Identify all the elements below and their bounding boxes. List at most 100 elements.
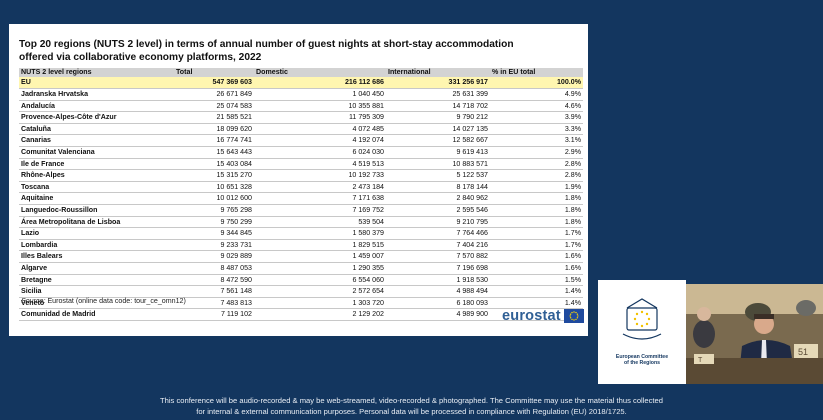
table-row: Lombardia 9 233 731 1 829 515 7 404 216 1.7%	[19, 239, 583, 252]
source-note: Source: Eurostat (online data code: tour…	[21, 297, 186, 305]
table-row: Illes Balears 9 029 889 1 459 007 7 570 882…	[19, 250, 583, 263]
cell-domestic: 1 459 007	[254, 250, 386, 263]
cell-international: 14 027 135	[386, 123, 490, 136]
cell-region: Aquitaine	[19, 192, 174, 205]
slide-title: Top 20 regions (NUTS 2 level) in terms o…	[19, 39, 579, 64]
cell-region: Cataluña	[19, 123, 174, 136]
cell-eu-share: 100.0%	[490, 77, 583, 90]
cell-eu-share: 1.8%	[490, 192, 583, 205]
cell-region: Andalucía	[19, 100, 174, 113]
cell-total: 7 483 813	[174, 297, 254, 310]
cell-region: Provence-Alpes-Côte d'Azur	[19, 111, 174, 124]
cell-international: 8 178 144	[386, 181, 490, 194]
cell-eu-share: 1.9%	[490, 181, 583, 194]
cell-total: 8 472 590	[174, 274, 254, 287]
table-row: Algarve 8 487 053 1 290 355 7 196 698 1.6%	[19, 262, 583, 275]
table-row: Ile de France 15 403 084 4 519 513 10 883 5…	[19, 158, 583, 171]
cor-logo-panel: European Committee of the Regions	[598, 280, 686, 384]
cell-international: 1 918 530	[386, 274, 490, 287]
cell-eu-share: 1.7%	[490, 239, 583, 252]
cell-total: 547 369 603	[174, 77, 254, 90]
cell-international: 9 790 212	[386, 111, 490, 124]
cell-domestic: 4 192 074	[254, 134, 386, 147]
column-header-eu-share: % in EU total	[490, 68, 583, 78]
cell-eu-share: 4.6%	[490, 100, 583, 113]
cell-international: 2 595 546	[386, 204, 490, 217]
cell-eu-share: 1.7%	[490, 227, 583, 240]
cell-domestic: 6 554 060	[254, 274, 386, 287]
cell-total: 7 119 102	[174, 308, 254, 321]
table-row: Provence-Alpes-Côte d'Azur 21 585 521 11 7…	[19, 111, 583, 124]
cell-region: Toscana	[19, 181, 174, 194]
cell-international: 331 256 917	[386, 77, 490, 90]
desk-number-label: 51	[798, 347, 808, 357]
slide-title-line1: Top 20 regions (NUTS 2 level) in terms o…	[19, 39, 514, 50]
table-row: Bretagne 8 472 590 6 554 060 1 918 530 1.5%	[19, 274, 583, 287]
cell-international: 6 180 093	[386, 297, 490, 310]
cell-international: 7 196 698	[386, 262, 490, 275]
cell-eu-share: 2.8%	[490, 158, 583, 171]
column-header-domestic: Domestic	[254, 68, 386, 78]
cell-total: 10 012 600	[174, 192, 254, 205]
eu-flag-icon	[563, 309, 584, 323]
cell-domestic: 2 129 202	[254, 308, 386, 321]
cell-international: 14 718 702	[386, 100, 490, 113]
table-row: Lazio 9 344 845 1 580 379 7 764 466 1.7%	[19, 227, 583, 240]
table-row: Languedoc-Roussillon 9 765 298 7 169 752 2 …	[19, 204, 583, 217]
cell-domestic: 1 580 379	[254, 227, 386, 240]
cell-eu-share: 2.9%	[490, 146, 583, 159]
column-header-regions: NUTS 2 level regions	[19, 68, 174, 78]
recording-disclaimer: This conference will be audio-recorded &…	[60, 395, 763, 418]
guest-nights-table: NUTS 2 level regions Total Domestic Inte…	[19, 68, 583, 321]
cell-eu-share: 3.1%	[490, 134, 583, 147]
cell-domestic: 216 112 686	[254, 77, 386, 90]
cell-domestic: 1 829 515	[254, 239, 386, 252]
cell-eu-share: 1.6%	[490, 250, 583, 263]
slide-title-line2: offered via collaborative economy platfo…	[19, 51, 262, 63]
cell-region: Comunitat Valenciana	[19, 146, 174, 159]
cell-region: Lazio	[19, 227, 174, 240]
cell-eu-share: 1.4%	[490, 297, 583, 310]
table-row: Cataluña 18 099 620 4 072 485 14 027 135 3.3…	[19, 123, 583, 136]
cell-domestic: 4 072 485	[254, 123, 386, 136]
cell-eu-share: 1.4%	[490, 285, 583, 298]
table-row: Veneto 7 483 813 1 303 720 6 180 093 1.4%	[19, 297, 583, 310]
cell-region: EU	[19, 77, 174, 90]
cell-domestic: 1 290 355	[254, 262, 386, 275]
column-header-international: International	[386, 68, 490, 78]
eurostat-wordmark: eurostat	[502, 308, 561, 324]
cell-domestic: 2 572 654	[254, 285, 386, 298]
cell-total: 15 403 084	[174, 158, 254, 171]
cell-region: Sicilia	[19, 285, 174, 298]
cell-international: 25 631 399	[386, 88, 490, 101]
cell-total: 8 487 053	[174, 262, 254, 275]
cell-domestic: 4 519 513	[254, 158, 386, 171]
cell-eu-share: 1.6%	[490, 262, 583, 275]
cell-total: 9 233 731	[174, 239, 254, 252]
cell-region: Languedoc-Roussillon	[19, 204, 174, 217]
table-row: Comunidad de Madrid 7 119 102 2 129 202 4 9…	[19, 308, 583, 321]
cell-total: 21 585 521	[174, 111, 254, 124]
cell-eu-share: 2.8%	[490, 169, 583, 182]
footer-band	[0, 384, 823, 420]
cell-eu-share: 1.8%	[490, 204, 583, 217]
cor-logo-text: European Committee of the Regions	[600, 354, 684, 367]
cell-total: 10 651 328	[174, 181, 254, 194]
table-row: Jadranska Hrvatska 26 671 849 1 040 450 25 …	[19, 88, 583, 101]
table-body: EU 547 369 603 216 112 686 331 256 917 1…	[19, 77, 583, 321]
table-row: Toscana 10 651 328 2 473 184 8 178 144 1.9%	[19, 181, 583, 194]
table-row: Rhône-Alpes 15 315 270 10 192 733 5 122 537…	[19, 169, 583, 182]
cell-international: 10 883 571	[386, 158, 490, 171]
cell-region: Veneto	[19, 297, 174, 310]
cell-international: 12 582 667	[386, 134, 490, 147]
cell-domestic: 10 192 733	[254, 169, 386, 182]
cell-total: 7 561 148	[174, 285, 254, 298]
table-row: Canarias 16 774 741 4 192 074 12 582 667 3.1…	[19, 134, 583, 147]
cell-total: 9 765 298	[174, 204, 254, 217]
cell-international: 2 840 962	[386, 192, 490, 205]
table-row: Área Metropolitana de Lisboa 9 750 299 539…	[19, 216, 583, 229]
cell-total: 9 344 845	[174, 227, 254, 240]
cell-international: 5 122 537	[386, 169, 490, 182]
cell-total: 18 099 620	[174, 123, 254, 136]
desk-number-label-left: T	[698, 357, 703, 364]
